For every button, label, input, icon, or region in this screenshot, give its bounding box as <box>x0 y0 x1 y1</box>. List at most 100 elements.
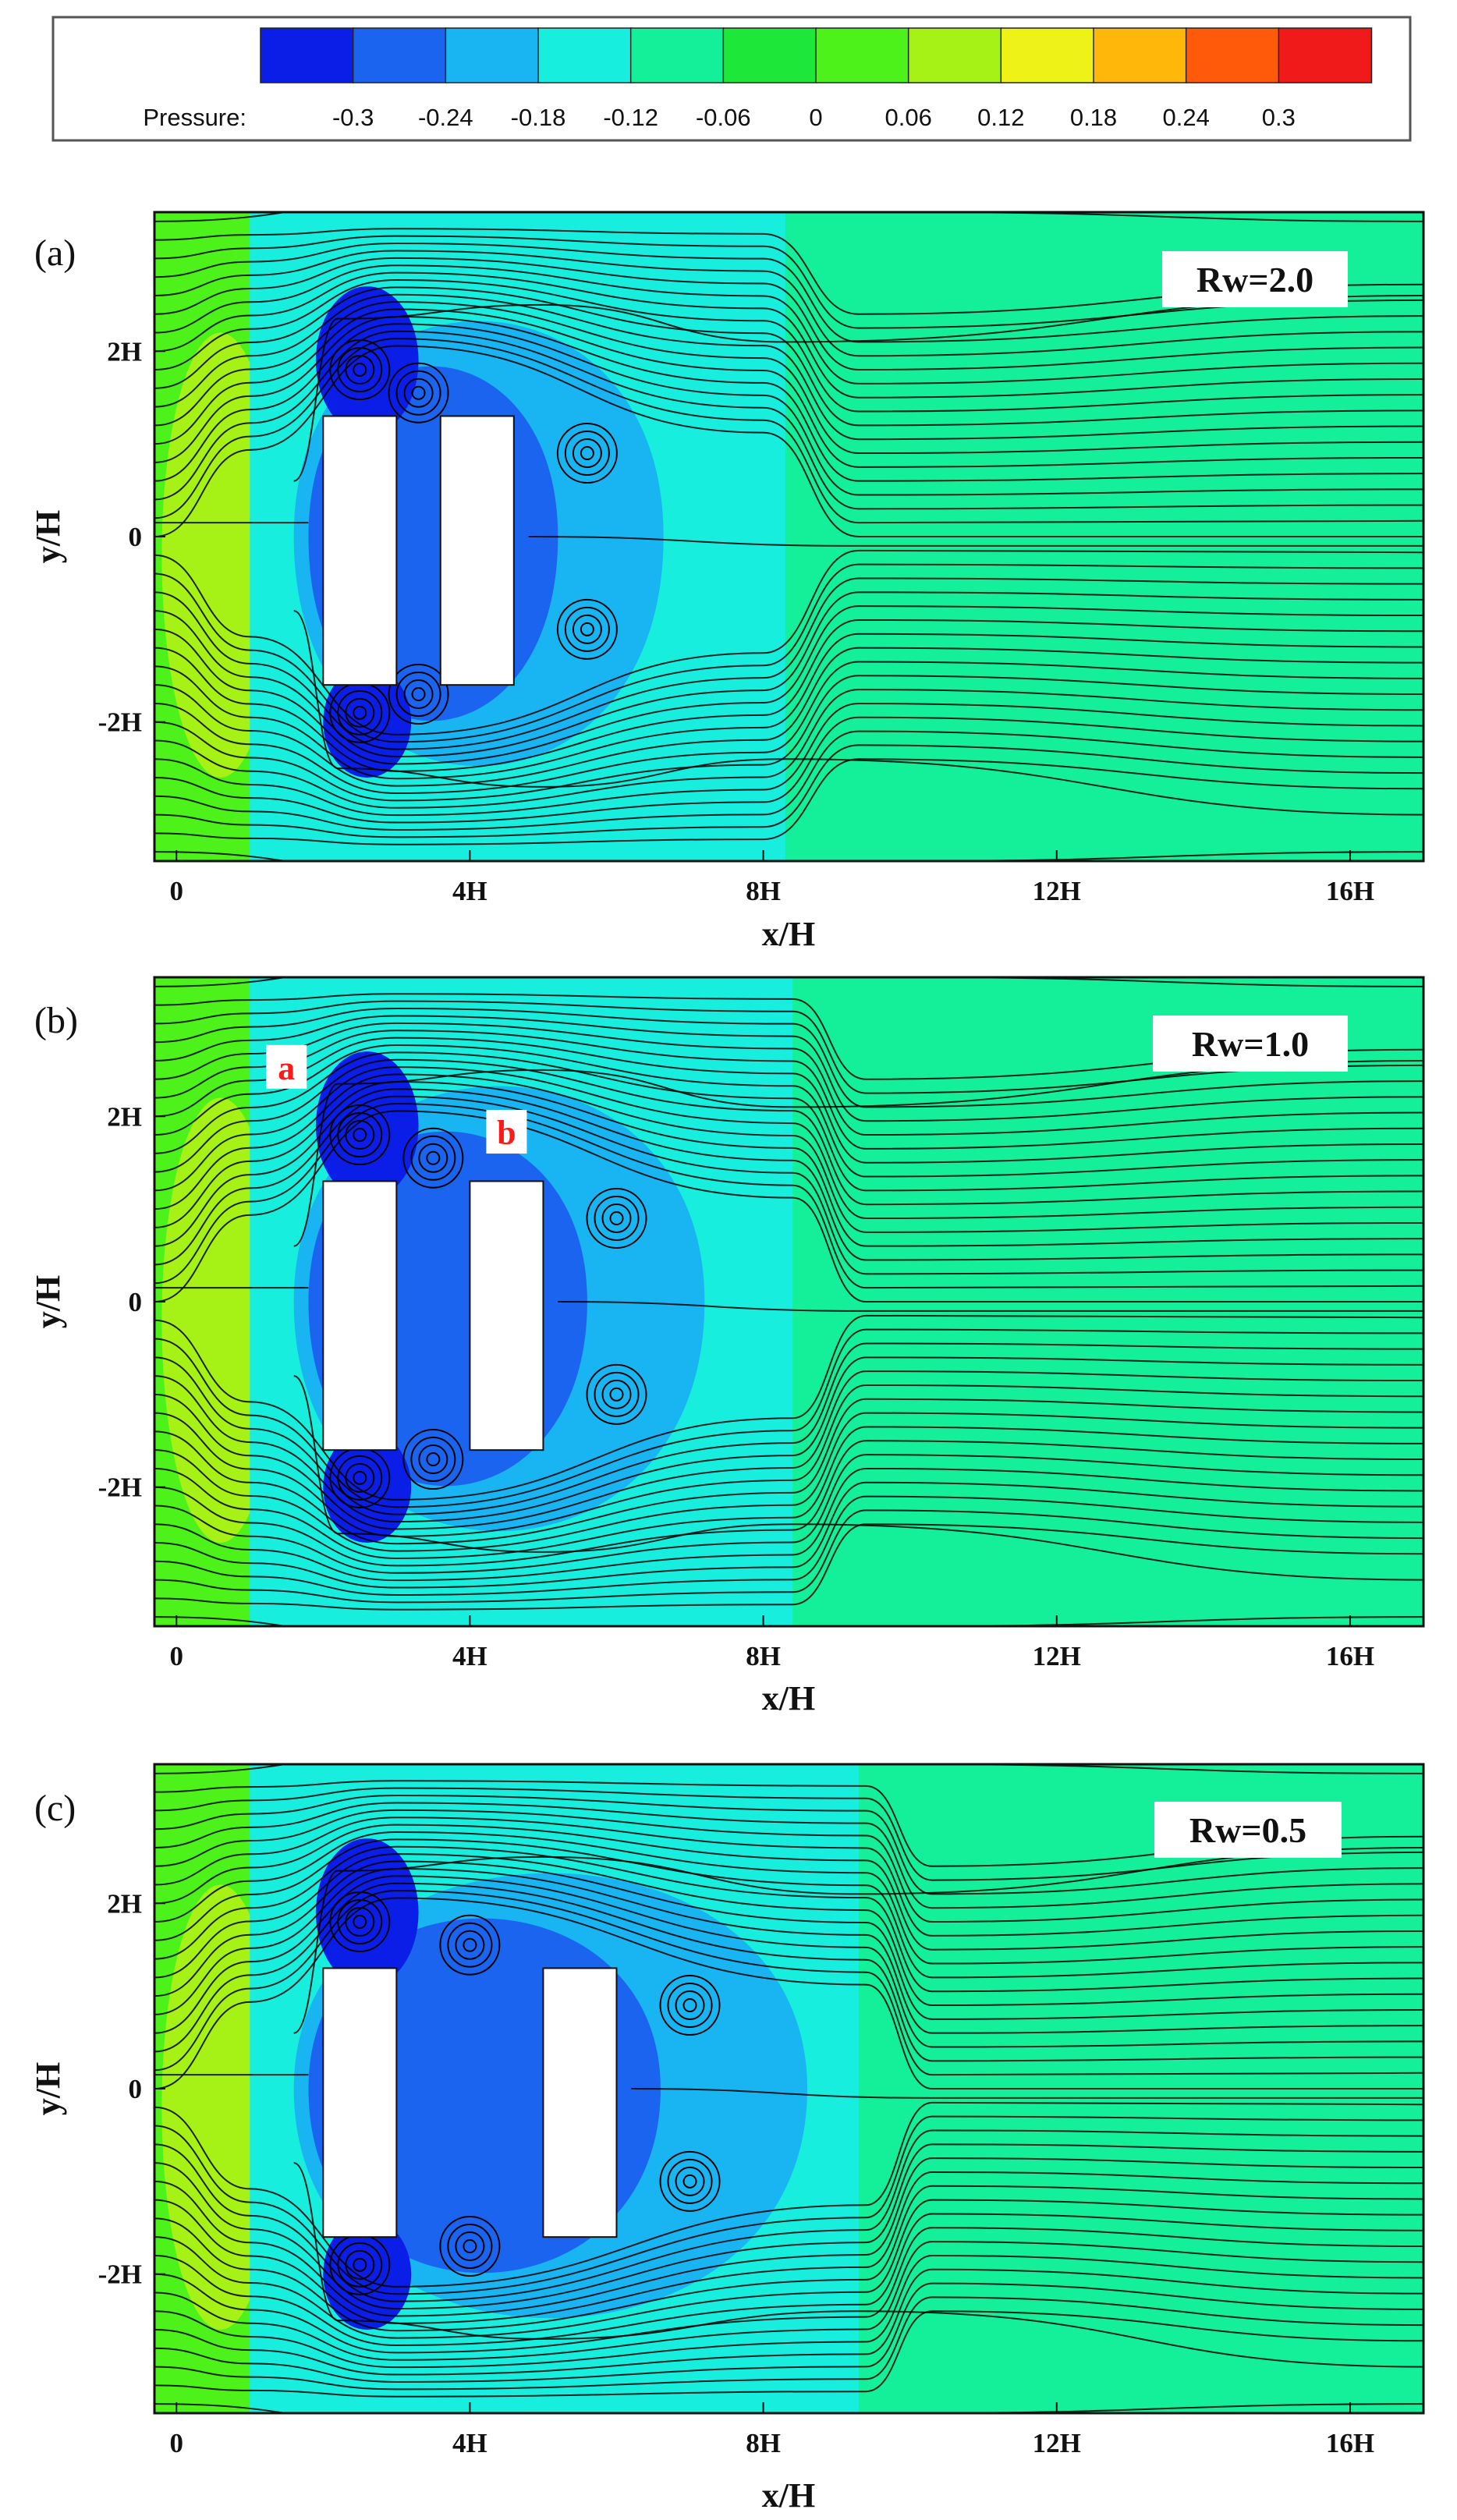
colorbar-swatch <box>1185 27 1280 83</box>
streamline <box>154 2241 1423 2361</box>
rw-annotation-text: Rw=0.5 <box>1189 1810 1306 1850</box>
streamline <box>154 1328 1423 1508</box>
streamline <box>154 345 1423 538</box>
vortex-ring <box>601 1203 632 1234</box>
streamline <box>154 2129 1423 2302</box>
x-tick-label: 12H <box>1033 1641 1081 1671</box>
streamline <box>154 993 1423 1080</box>
streamline <box>154 563 1423 743</box>
colorbar-tick-label: 0.12 <box>977 104 1024 131</box>
streamline <box>154 1426 1423 1560</box>
streamline <box>154 1467 1423 1582</box>
vortex-ring <box>667 1983 713 2029</box>
streamline <box>154 2282 1423 2383</box>
buildings <box>322 1180 544 1451</box>
streamline <box>154 279 1423 413</box>
x-tick-label: 4H <box>452 2428 487 2458</box>
vortex-ring <box>675 1990 705 2021</box>
streamline <box>154 2115 1423 2295</box>
panel-label: (b) <box>34 1000 78 1041</box>
colorbar-swatch <box>537 27 632 83</box>
y-tick-label: 0 <box>129 2074 143 2104</box>
streamline <box>154 851 1423 861</box>
vortex-ring <box>403 679 434 710</box>
vortex-ring <box>329 1104 391 1166</box>
x-tick-label: 16H <box>1326 2428 1374 2458</box>
rw-annotation-text: Rw=1.0 <box>1192 1024 1309 1064</box>
streamline <box>154 1616 1423 1626</box>
vortex-ring <box>353 2257 367 2272</box>
streamline <box>154 1875 1423 2048</box>
streamlines <box>154 212 1423 861</box>
streamline <box>154 633 1423 780</box>
streamline <box>154 1853 1423 2007</box>
colorbar-tick-label: 0.06 <box>884 104 931 131</box>
streamline <box>154 716 1423 824</box>
x-axis-title: x/H <box>762 2476 815 2515</box>
vortex-ring <box>667 2158 713 2204</box>
vortex-ring <box>345 2249 375 2280</box>
vortex-ring <box>682 2174 697 2189</box>
colorbar-tick-label: 0.3 <box>1262 104 1296 131</box>
streamline <box>154 702 1423 817</box>
vortex-ring <box>580 446 594 461</box>
streamline <box>154 1412 1423 1552</box>
vortex-ring <box>594 1196 640 1242</box>
vortex-ring <box>410 1135 456 1181</box>
colorbar-swatch <box>260 27 354 83</box>
streamline <box>154 2296 1423 2391</box>
streamline <box>154 1314 1423 1501</box>
vortex-ring <box>572 438 602 469</box>
streamline <box>154 1787 1423 1881</box>
streamline <box>154 577 1423 750</box>
streamline <box>154 1008 1423 1108</box>
y-ticks: 2H 0 -2H <box>98 336 165 738</box>
streamline <box>154 235 1423 329</box>
streamline <box>154 1481 1423 1589</box>
streamline <box>154 1831 1423 1965</box>
building-block <box>322 1967 398 2238</box>
vortex-ring <box>395 672 441 718</box>
vortex-ring <box>439 2216 501 2277</box>
streamline <box>154 2185 1423 2332</box>
colorbar-swatch <box>352 27 447 83</box>
colorbar-tick-label: -0.18 <box>511 104 566 131</box>
vortex-ring <box>447 2224 493 2270</box>
streamline <box>154 2157 1423 2317</box>
vortex-ring <box>353 1470 367 1485</box>
colorbar-tick-label: -0.12 <box>603 104 658 131</box>
streamline <box>154 271 1423 399</box>
vortex-ring <box>594 1371 640 1417</box>
streamline <box>154 2171 1423 2324</box>
streamline <box>154 549 1423 735</box>
colorbar-swatch <box>815 27 909 83</box>
vortex-ring <box>580 622 594 636</box>
vortex-ring <box>439 1914 501 1976</box>
colorbar-tick-label: -0.24 <box>418 104 473 131</box>
streamline <box>154 228 1423 315</box>
streamline <box>154 2213 1423 2347</box>
y-tick-label: 2H <box>107 1888 142 1919</box>
streamline <box>154 730 1423 831</box>
building-block <box>439 415 515 686</box>
streamline <box>154 1058 1423 1206</box>
streamline <box>154 1000 1423 1094</box>
colorbar-tick-label: 0.24 <box>1162 104 1209 131</box>
building-block <box>469 1180 544 1451</box>
streamline <box>154 250 1423 357</box>
streamline <box>293 2162 1423 2368</box>
streamline <box>154 1384 1423 1537</box>
vortex-ring <box>556 598 618 660</box>
x-tick-label: 16H <box>1326 876 1374 906</box>
vortex-ring <box>402 1429 464 1490</box>
streamline <box>154 1398 1423 1545</box>
rw-annotation: Rw=2.0 <box>1162 251 1348 307</box>
streamline <box>154 1890 1423 2076</box>
building-block <box>542 1967 618 2238</box>
streamlines <box>154 1764 1423 2413</box>
x-tick-label: 16H <box>1326 1641 1374 1671</box>
y-tick-label: -2H <box>98 707 142 738</box>
colorbar-swatches <box>260 27 1373 83</box>
streamline <box>154 264 1423 385</box>
